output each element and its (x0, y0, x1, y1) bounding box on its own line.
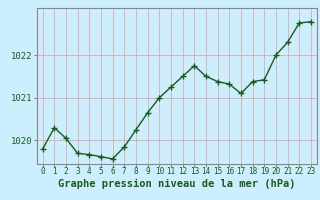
X-axis label: Graphe pression niveau de la mer (hPa): Graphe pression niveau de la mer (hPa) (58, 179, 296, 189)
